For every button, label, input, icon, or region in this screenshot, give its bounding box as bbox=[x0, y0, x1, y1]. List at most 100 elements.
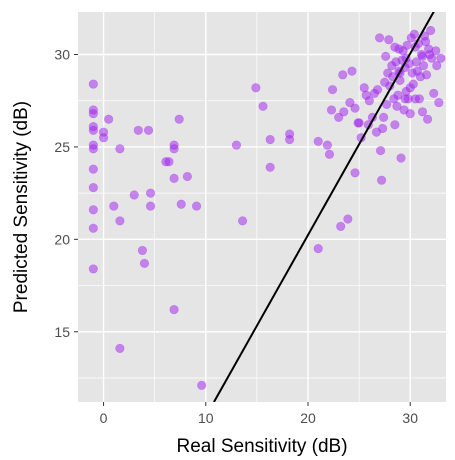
data-point bbox=[137, 245, 147, 256]
data-point bbox=[88, 109, 98, 119]
data-point bbox=[412, 66, 422, 76]
data-point bbox=[237, 216, 248, 226]
x-axis-title: Real Sensitivity (dB) bbox=[176, 436, 347, 457]
data-point bbox=[139, 258, 150, 268]
x-tick-label: 20 bbox=[300, 410, 316, 426]
data-point bbox=[374, 33, 385, 43]
data-point bbox=[265, 162, 275, 172]
data-point bbox=[182, 171, 192, 182]
data-point bbox=[350, 103, 360, 113]
data-point bbox=[176, 199, 186, 209]
data-point bbox=[411, 57, 421, 67]
data-point bbox=[88, 223, 98, 233]
data-point bbox=[88, 144, 98, 154]
data-point bbox=[313, 243, 323, 254]
y-tick-label: 20 bbox=[54, 231, 70, 247]
data-point bbox=[115, 144, 125, 154]
data-point bbox=[88, 205, 98, 215]
data-point bbox=[265, 134, 275, 145]
data-point bbox=[377, 175, 387, 185]
data-point bbox=[392, 101, 402, 111]
data-point bbox=[421, 70, 432, 80]
data-point bbox=[88, 125, 98, 135]
x-tick-label: 10 bbox=[198, 410, 214, 426]
data-point bbox=[429, 88, 439, 98]
x-tick-label: 0 bbox=[100, 410, 108, 426]
data-point bbox=[426, 25, 436, 36]
data-point bbox=[258, 101, 268, 111]
data-point bbox=[372, 85, 383, 95]
plot-panel bbox=[78, 12, 446, 402]
reference-line-group bbox=[213, 12, 435, 402]
data-point bbox=[174, 114, 184, 124]
data-point bbox=[322, 140, 333, 150]
data-point bbox=[285, 134, 295, 145]
data-point bbox=[98, 133, 109, 143]
data-point bbox=[145, 201, 156, 211]
data-point bbox=[115, 343, 125, 353]
data-point bbox=[109, 201, 119, 211]
data-point bbox=[405, 109, 415, 119]
data-point bbox=[432, 61, 442, 71]
data-point bbox=[326, 105, 337, 115]
data-point bbox=[339, 107, 349, 117]
data-point bbox=[313, 136, 323, 146]
y-tick-label: 25 bbox=[54, 139, 70, 155]
data-point bbox=[405, 83, 415, 93]
data-point bbox=[379, 112, 389, 122]
data-point bbox=[169, 144, 179, 154]
data-point bbox=[324, 149, 335, 159]
data-point bbox=[390, 42, 400, 52]
grid-major bbox=[78, 12, 446, 402]
data-point bbox=[393, 90, 403, 100]
data-point bbox=[384, 35, 394, 45]
data-point bbox=[327, 85, 338, 95]
data-point bbox=[420, 36, 431, 47]
y-axis-title: Predicted Sensitivity (dB) bbox=[11, 101, 32, 313]
data-point bbox=[164, 157, 174, 167]
data-point bbox=[191, 201, 202, 211]
data-point bbox=[88, 164, 98, 174]
data-point bbox=[336, 221, 346, 232]
data-point bbox=[417, 51, 428, 61]
y-tick-label: 15 bbox=[54, 324, 70, 340]
data-point bbox=[251, 83, 261, 93]
data-point bbox=[381, 51, 391, 61]
y-axis-ticks: 15 20 25 30 bbox=[54, 47, 78, 340]
data-point bbox=[345, 97, 355, 108]
data-points bbox=[88, 25, 446, 390]
data-point bbox=[354, 118, 364, 128]
data-point bbox=[343, 214, 353, 224]
data-point bbox=[115, 216, 125, 226]
data-point bbox=[375, 146, 386, 156]
data-point bbox=[169, 304, 179, 315]
data-point bbox=[88, 182, 98, 193]
reference-line bbox=[213, 12, 435, 402]
data-point bbox=[396, 153, 406, 163]
data-point bbox=[378, 123, 388, 134]
data-point bbox=[361, 90, 371, 100]
data-point bbox=[145, 188, 156, 198]
data-point bbox=[88, 264, 98, 274]
data-point bbox=[88, 79, 98, 89]
data-point bbox=[338, 70, 348, 80]
data-point bbox=[143, 125, 154, 135]
data-point bbox=[347, 66, 357, 76]
data-point bbox=[104, 114, 114, 124]
data-point bbox=[409, 29, 419, 39]
data-point bbox=[390, 120, 400, 130]
y-tick-label: 30 bbox=[54, 47, 70, 63]
data-point bbox=[129, 190, 139, 200]
data-point bbox=[334, 112, 344, 122]
data-point bbox=[423, 114, 433, 124]
data-point bbox=[197, 380, 207, 390]
data-point bbox=[231, 140, 242, 150]
data-point bbox=[350, 168, 360, 178]
data-point bbox=[410, 94, 420, 104]
data-point bbox=[418, 61, 429, 71]
data-point bbox=[169, 173, 179, 183]
x-tick-label: 30 bbox=[402, 410, 418, 426]
data-point bbox=[417, 107, 428, 117]
